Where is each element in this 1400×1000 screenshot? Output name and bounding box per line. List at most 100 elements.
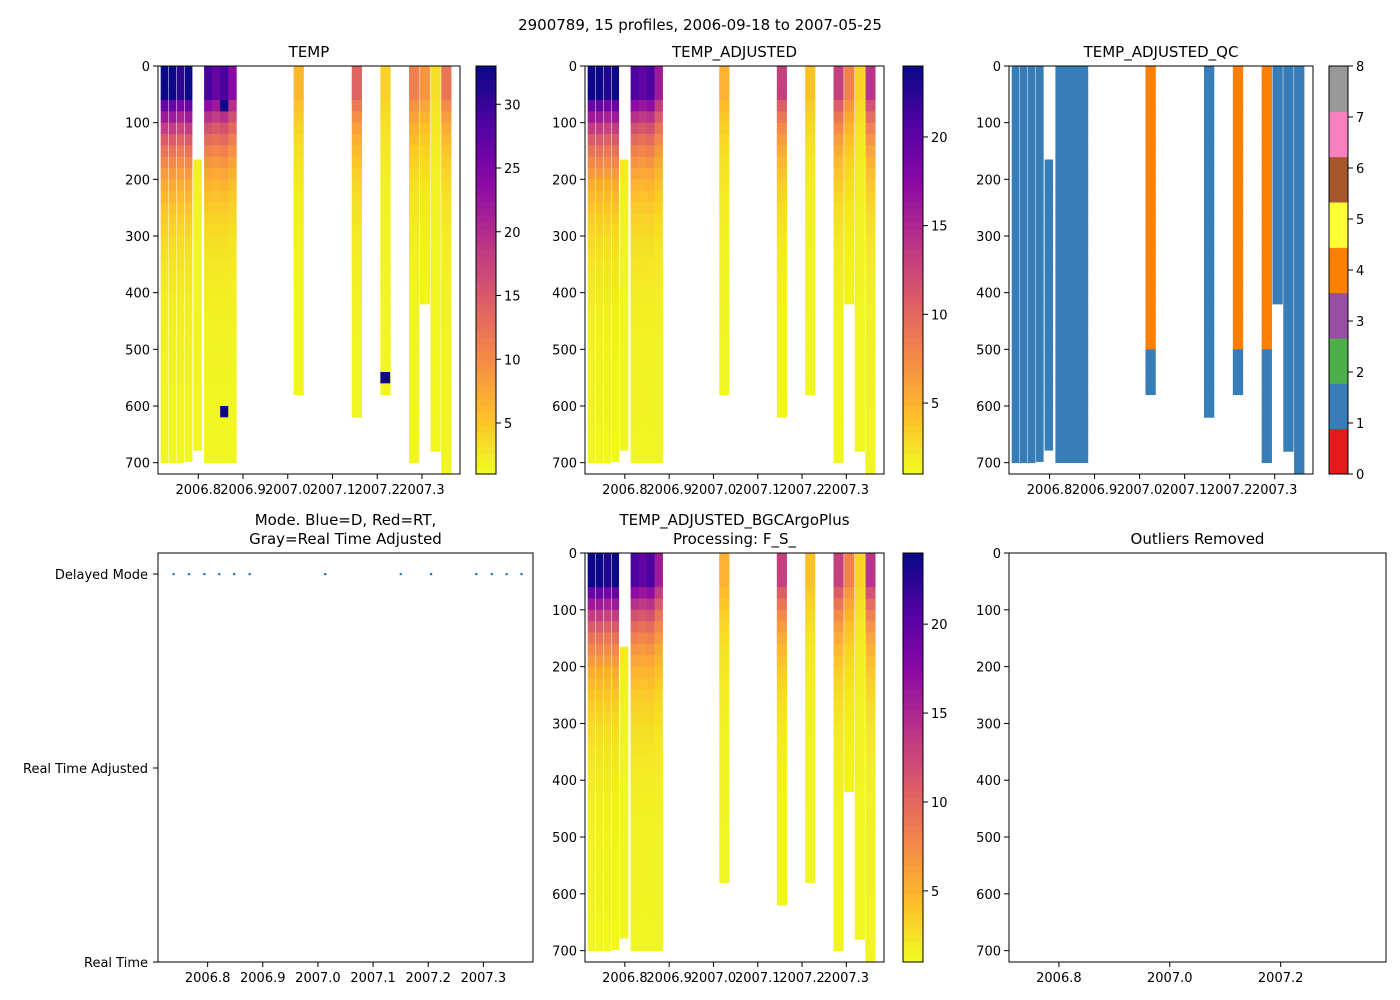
heat-cell bbox=[865, 564, 876, 577]
heat-cell bbox=[220, 451, 229, 464]
heat-cell bbox=[1283, 270, 1294, 282]
heat-cell bbox=[619, 397, 629, 410]
heat-cell bbox=[1044, 227, 1054, 240]
heat-cell bbox=[854, 553, 865, 565]
heat-cell bbox=[1145, 179, 1156, 192]
heat-cell bbox=[193, 352, 202, 364]
heat-cell bbox=[611, 768, 620, 781]
heat-cell bbox=[1079, 111, 1089, 124]
heat-cell bbox=[844, 179, 855, 192]
heat-cell bbox=[776, 575, 787, 588]
heat-cell bbox=[1232, 292, 1244, 305]
heat-cell bbox=[351, 66, 362, 78]
heat-cell bbox=[595, 190, 604, 203]
heat-cell bbox=[603, 780, 612, 792]
heat-cell bbox=[1294, 236, 1305, 248]
heat-cell bbox=[865, 372, 876, 384]
heat-cell bbox=[1261, 134, 1272, 146]
heat-cell bbox=[587, 802, 596, 815]
heat-cell bbox=[1204, 224, 1215, 237]
colorbar-segment bbox=[903, 723, 923, 731]
heat-cell bbox=[160, 338, 169, 350]
heat-cell bbox=[611, 406, 620, 418]
heat-cell bbox=[587, 394, 596, 407]
heat-cell bbox=[611, 609, 620, 622]
heat-cell bbox=[630, 338, 639, 350]
heat-cell bbox=[1204, 202, 1215, 214]
heat-cell bbox=[619, 261, 629, 274]
heat-cell bbox=[168, 236, 177, 248]
heat-cell bbox=[419, 270, 430, 282]
heat-cell bbox=[1011, 134, 1020, 146]
heat-cell bbox=[1294, 406, 1305, 418]
heat-cell bbox=[854, 66, 865, 78]
heat-cell bbox=[587, 440, 596, 452]
heat-cell bbox=[220, 394, 229, 407]
heat-cell bbox=[351, 224, 362, 237]
heat-cell bbox=[184, 281, 193, 294]
colorbar-segment bbox=[903, 777, 923, 786]
heat-cell bbox=[833, 100, 844, 112]
colorbar-segment bbox=[476, 256, 496, 264]
heat-cell bbox=[1079, 281, 1089, 294]
heat-cell bbox=[220, 349, 229, 362]
heat-cell bbox=[833, 145, 844, 158]
heat-cell bbox=[587, 236, 596, 248]
heat-cell bbox=[1079, 77, 1089, 90]
heat-cell bbox=[833, 780, 844, 792]
heat-cell bbox=[1283, 406, 1294, 418]
heat-cell bbox=[587, 258, 596, 271]
heat-cell bbox=[595, 236, 604, 248]
colorbar-swatch bbox=[1329, 338, 1348, 384]
heat-cell bbox=[1011, 122, 1020, 135]
colorbar-segment bbox=[903, 79, 923, 87]
heat-cell bbox=[293, 383, 304, 396]
heat-cell bbox=[646, 417, 655, 430]
heat-cell bbox=[638, 927, 647, 940]
heat-cell bbox=[638, 315, 647, 328]
heat-cell bbox=[228, 281, 237, 294]
colorbar-segment bbox=[903, 344, 923, 353]
colorbar-segment bbox=[476, 344, 496, 353]
heat-cell bbox=[654, 145, 663, 158]
colorbar-label: 5 bbox=[504, 417, 512, 432]
heat-cell bbox=[587, 609, 596, 622]
heat-cell bbox=[805, 802, 816, 815]
heat-cell bbox=[776, 746, 787, 758]
colorbar-label: 15 bbox=[931, 220, 948, 235]
heat-cell bbox=[1019, 213, 1028, 226]
heat-cell bbox=[805, 315, 816, 328]
heat-cell bbox=[646, 643, 655, 656]
heat-cell bbox=[1019, 122, 1028, 135]
heat-cell bbox=[1011, 338, 1020, 350]
heat-cell bbox=[380, 156, 391, 169]
heat-cell bbox=[833, 326, 844, 339]
heat-cell bbox=[408, 292, 420, 305]
heat-cell bbox=[654, 179, 663, 192]
heat-cell bbox=[719, 338, 730, 350]
heat-cell bbox=[430, 100, 441, 112]
heat-cell bbox=[228, 66, 237, 78]
heat-cell bbox=[441, 383, 452, 396]
heat-cell bbox=[1232, 338, 1244, 350]
heat-cell bbox=[719, 111, 730, 124]
heat-cell bbox=[1036, 440, 1044, 452]
heat-cell bbox=[630, 168, 639, 180]
heat-cell bbox=[1027, 372, 1036, 384]
colorbar-label: 2 bbox=[1356, 366, 1364, 381]
heat-cell bbox=[844, 134, 855, 146]
heat-cell bbox=[587, 417, 596, 430]
colorbar-segment bbox=[903, 460, 923, 468]
heat-cell bbox=[611, 734, 620, 747]
heat-cell bbox=[646, 746, 655, 758]
heat-cell bbox=[1204, 326, 1215, 339]
heat-cell bbox=[630, 802, 639, 815]
heat-cell bbox=[1204, 247, 1215, 260]
figure-title: 2900789, 15 profiles, 2006-09-18 to 2007… bbox=[518, 16, 882, 34]
heat-cell bbox=[1071, 66, 1081, 78]
outlier-cell bbox=[220, 406, 229, 418]
heat-cell bbox=[619, 329, 629, 342]
heat-cell bbox=[654, 791, 663, 804]
heat-cell bbox=[220, 247, 229, 260]
